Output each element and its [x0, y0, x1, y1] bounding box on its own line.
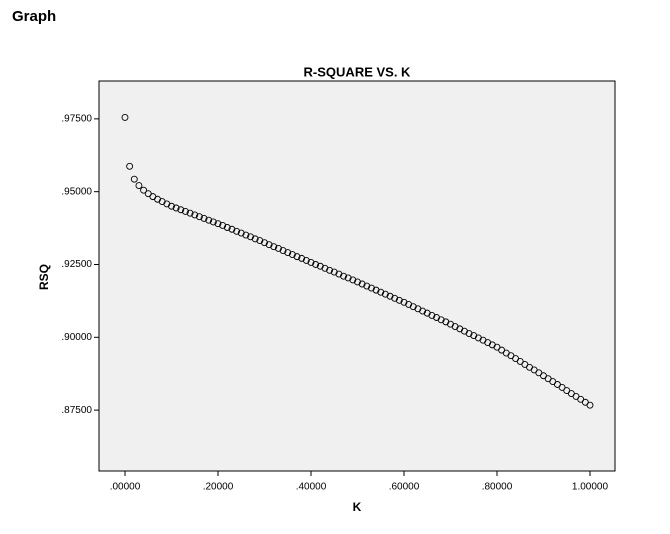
point	[326, 266, 334, 274]
point	[172, 204, 180, 212]
point	[219, 222, 227, 229]
point	[312, 261, 320, 268]
point	[321, 264, 329, 272]
point	[233, 227, 241, 235]
point	[195, 213, 203, 221]
point	[191, 211, 199, 219]
point	[209, 218, 217, 226]
point	[293, 253, 301, 261]
point	[186, 209, 194, 217]
x-tick-label: .60000	[389, 482, 420, 493]
point	[419, 307, 427, 315]
point	[316, 262, 324, 270]
point	[465, 330, 473, 337]
point	[409, 303, 417, 311]
x-tick-label: .80000	[482, 482, 513, 493]
point	[344, 274, 352, 282]
point	[288, 251, 296, 259]
point	[274, 245, 282, 252]
y-axis-label: RSQ	[37, 264, 51, 290]
point	[228, 225, 236, 233]
point	[177, 206, 185, 214]
point	[335, 270, 343, 278]
chart-title: R-SQUARE VS. K	[304, 64, 412, 79]
x-tick-label: .20000	[203, 482, 234, 493]
point	[298, 254, 306, 262]
point	[242, 231, 250, 239]
y-tick-label: .87500	[61, 405, 92, 416]
point	[354, 278, 361, 286]
point	[261, 239, 268, 247]
x-axis-label: K	[353, 500, 362, 514]
point	[330, 268, 338, 276]
point	[377, 288, 385, 296]
point	[358, 280, 366, 288]
point	[428, 312, 436, 319]
x-tick-label: .40000	[296, 482, 327, 493]
point	[237, 229, 245, 237]
point	[205, 216, 213, 224]
point	[181, 208, 189, 215]
point	[270, 243, 278, 251]
x-tick-label: .00000	[110, 482, 141, 493]
point	[168, 202, 175, 210]
point	[265, 241, 273, 249]
point	[307, 259, 315, 266]
point	[130, 175, 138, 183]
point	[363, 282, 371, 290]
point	[140, 186, 148, 194]
point	[284, 249, 292, 257]
point	[256, 237, 264, 245]
point	[251, 235, 259, 243]
point	[302, 256, 310, 264]
point	[126, 162, 134, 170]
point	[223, 224, 231, 231]
point	[558, 383, 566, 391]
point	[349, 276, 357, 284]
x-tick-label: 1.00000	[572, 482, 609, 493]
point	[279, 247, 287, 254]
page-title: Graph	[12, 8, 56, 25]
point	[395, 296, 403, 304]
point	[135, 182, 143, 190]
y-tick-label: .92500	[61, 259, 92, 270]
point	[437, 316, 445, 324]
point	[247, 233, 254, 241]
point	[386, 292, 394, 300]
point	[400, 298, 408, 306]
point	[340, 272, 347, 280]
y-tick-label: .90000	[61, 332, 92, 343]
point	[200, 215, 208, 222]
point	[121, 113, 129, 121]
point	[586, 401, 594, 409]
y-tick-label: .97500	[61, 114, 92, 125]
y-tick-label: .95000	[61, 186, 92, 197]
point	[372, 286, 380, 294]
plot-area	[98, 80, 616, 472]
point	[367, 284, 375, 292]
point	[214, 220, 222, 228]
point	[381, 290, 389, 298]
point	[391, 294, 399, 302]
